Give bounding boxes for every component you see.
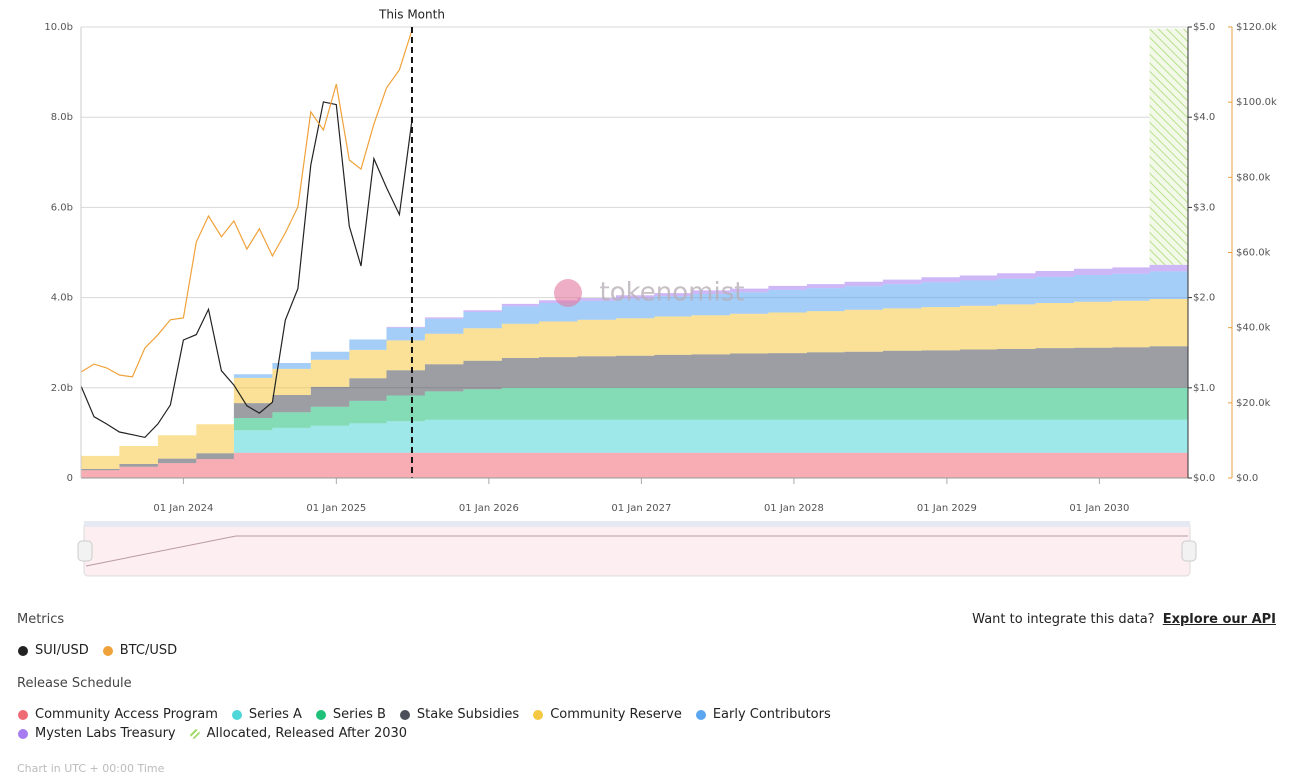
legend-label: Series A: [248, 707, 302, 722]
area: [81, 298, 1188, 469]
x-tick-label: 01 Jan 2024: [153, 503, 213, 514]
y3-tick-label: $60.0k: [1236, 248, 1271, 259]
footnote: Chart in UTC + 00:00 Time: [17, 762, 165, 775]
y-tick-label: 6.0b: [51, 202, 73, 213]
legend-label: Community Reserve: [550, 707, 682, 722]
watermark: tokenomist: [600, 278, 745, 308]
legend-swatch: [231, 709, 242, 720]
legend-swatch: [189, 728, 200, 739]
y2-tick-label: $5.0: [1193, 22, 1215, 33]
price-line: [80, 29, 413, 378]
y-tick-label: 8.0b: [51, 112, 73, 123]
api-link[interactable]: Explore our API: [1162, 612, 1276, 627]
y2-tick-label: $4.0: [1193, 112, 1215, 123]
chart: 0 2.0b 4.0b 6.0b 8.0b 10.0b $0.0 $1.0 $2.0 $3.0 $4…: [44, 8, 1277, 577]
legend-item[interactable]: SUI/USD: [18, 643, 89, 658]
area: [1149, 27, 1188, 265]
range-handle[interactable]: [77, 540, 93, 562]
area: [386, 262, 1188, 328]
area: [81, 452, 1188, 478]
legend-swatch: [18, 728, 28, 739]
legend-swatch: [18, 645, 28, 656]
legend-label: Mysten Labs Treasury: [35, 726, 176, 741]
y3-tick-label: $80.0k: [1236, 172, 1271, 183]
y3-tick-label: $40.0k: [1236, 323, 1271, 334]
x-tick-label: 01 Jan 2029: [917, 503, 977, 514]
legend-swatch: [399, 709, 410, 720]
legend-item[interactable]: Series A: [231, 707, 302, 722]
legend-item[interactable]: Early Contributors: [695, 707, 831, 722]
range-handle[interactable]: [1181, 540, 1197, 562]
price-line: [80, 101, 413, 439]
legend-label: Allocated, Released After 2030: [206, 726, 408, 741]
legend-item[interactable]: Mysten Labs Treasury: [18, 726, 176, 741]
legend-label: Stake Subsidies: [416, 707, 520, 722]
legend-label: Early Contributors: [712, 707, 831, 722]
api-box: Want to integrate this data? Explore our…: [972, 612, 1276, 627]
x-tick-label: 01 Jan 2025: [306, 503, 366, 514]
annotation-label: This Month: [378, 8, 445, 22]
legend-swatch: [315, 709, 326, 720]
area: [81, 345, 1188, 471]
legend-swatch: [102, 645, 113, 656]
y2-tick-label: $3.0: [1193, 202, 1215, 213]
metrics-title: Metrics: [17, 612, 65, 627]
range-preview: [85, 535, 1188, 567]
range-slider[interactable]: [83, 521, 1191, 577]
legend-label: Series B: [332, 707, 386, 722]
area: [233, 387, 1188, 431]
x-tick-label: 01 Jan 2028: [764, 503, 824, 514]
legend-swatch: [533, 709, 544, 720]
legend-item[interactable]: Series B: [315, 707, 386, 722]
legend-item[interactable]: Stake Subsidies: [399, 707, 520, 722]
y3-tick-label: $20.0k: [1236, 398, 1271, 409]
y-tick-label: 4.0b: [51, 293, 73, 304]
y3-tick-label: $0.0: [1236, 473, 1258, 484]
y2-tick-label: $0.0: [1193, 473, 1215, 484]
schedule-title: Release Schedule: [17, 676, 132, 691]
x-tick-label: 01 Jan 2026: [459, 503, 519, 514]
legend-label: Community Access Program: [35, 707, 218, 722]
range-bar[interactable]: [84, 521, 1190, 527]
legend-label: BTC/USD: [119, 643, 178, 658]
y-tick-label: 0: [67, 473, 73, 484]
metrics-legend: SUI/USD BTC/USD: [18, 643, 838, 658]
api-text: Want to integrate this data?: [972, 612, 1155, 627]
legend-label: SUI/USD: [35, 643, 89, 658]
legend-item[interactable]: Community Access Program: [18, 707, 218, 722]
legend-swatch: [695, 709, 706, 720]
legend-item[interactable]: BTC/USD: [102, 643, 178, 658]
y2-tick-label: $1.0: [1193, 383, 1215, 394]
y-tick-label: 10.0b: [44, 22, 73, 33]
area: [233, 270, 1188, 378]
y-tick-label: 2.0b: [51, 383, 73, 394]
area: [233, 419, 1188, 453]
watermark-logo: [554, 279, 582, 307]
x-tick-label: 01 Jan 2030: [1069, 503, 1129, 514]
schedule-legend: Community Access Program Series A Series B…: [18, 707, 838, 741]
y2-tick-label: $2.0: [1193, 293, 1215, 304]
legend-item[interactable]: Community Reserve: [533, 707, 682, 722]
legend-swatch: [18, 709, 28, 720]
x-tick-label: 01 Jan 2027: [611, 503, 671, 514]
y3-tick-label: $120.0k: [1236, 22, 1277, 33]
y3-tick-label: $100.0k: [1236, 97, 1277, 108]
legend-item[interactable]: Allocated, Released After 2030: [189, 726, 408, 741]
